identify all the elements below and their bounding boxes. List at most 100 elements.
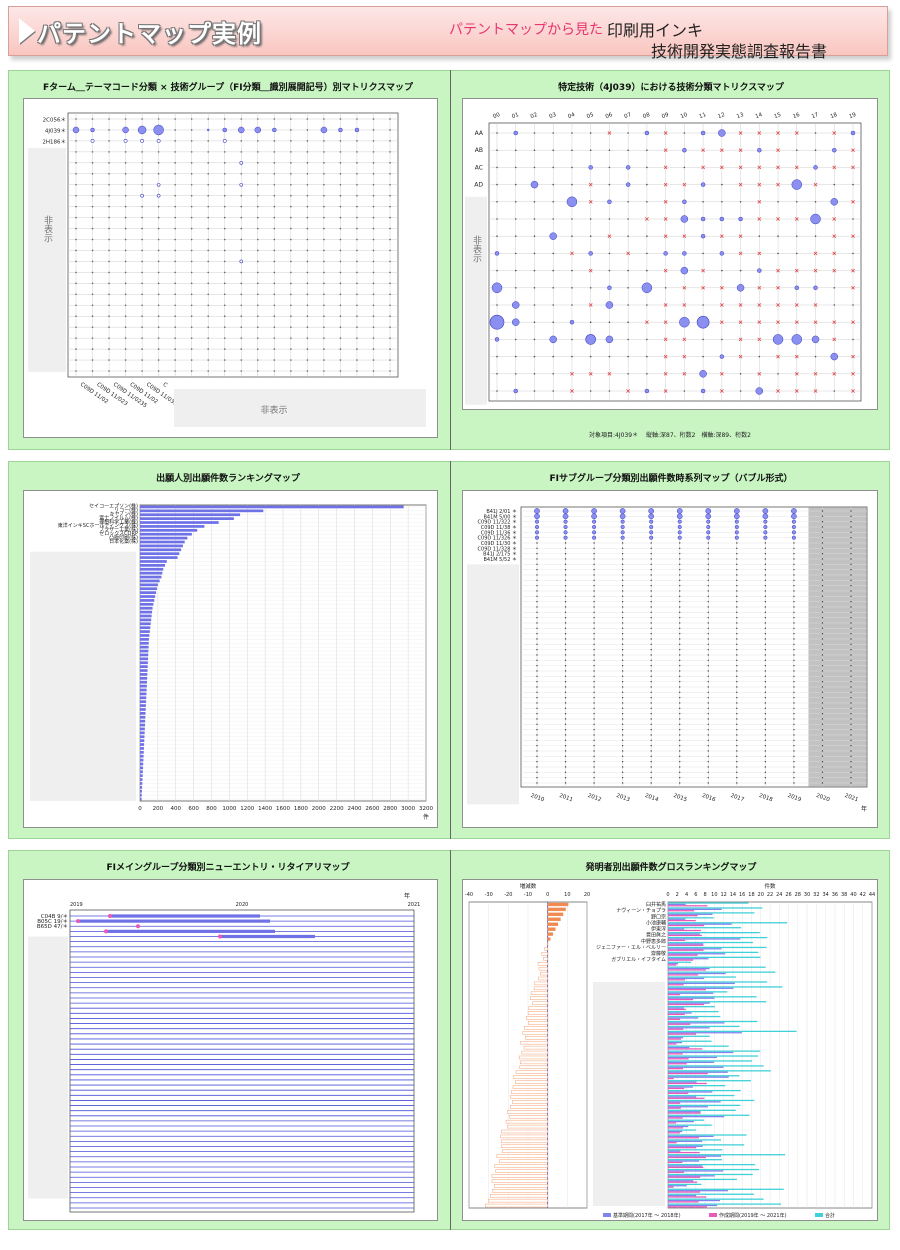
matrix-dot <box>814 132 817 134</box>
matrix-dot <box>589 287 592 289</box>
series-dot <box>593 670 595 672</box>
series-dot <box>764 718 767 720</box>
total-bar <box>668 1114 750 1116</box>
series-dot <box>850 664 852 667</box>
delta-bar <box>499 1159 548 1163</box>
series-dot <box>564 760 567 763</box>
series-dot <box>679 574 681 576</box>
hidden-area <box>28 147 66 372</box>
series-dot <box>821 664 824 667</box>
total-bar <box>668 1075 740 1077</box>
series-dot <box>793 718 795 720</box>
matrix-dot <box>356 348 358 350</box>
tick-label: 28 <box>795 892 801 898</box>
delta-bar <box>526 1016 548 1020</box>
series-dot <box>707 771 709 774</box>
recent-bar <box>668 1107 681 1109</box>
matrix-dot <box>141 216 143 219</box>
cross-mark <box>851 148 855 153</box>
matrix-dot <box>323 293 325 296</box>
series-dot <box>679 670 681 672</box>
series-dot <box>679 616 681 619</box>
total-bar <box>668 922 788 924</box>
total-bar <box>668 1168 760 1171</box>
series-dot <box>736 558 738 560</box>
matrix-dot <box>389 359 391 361</box>
year-label: 2011 <box>558 793 573 803</box>
matrix-dot <box>75 227 77 230</box>
series-dot <box>536 638 538 640</box>
matrix-dot <box>306 348 309 350</box>
matrix-dot <box>124 315 127 318</box>
series-dot <box>536 616 538 619</box>
matrix-dot <box>306 227 309 230</box>
base-bar <box>668 997 715 999</box>
matrix-dot <box>646 149 648 151</box>
matrix-dot <box>207 194 210 197</box>
series-dot <box>593 766 595 768</box>
bubble <box>763 519 768 524</box>
matrix-dot <box>339 271 342 274</box>
matrix-dot <box>739 390 742 392</box>
delta-bar <box>527 1011 548 1015</box>
matrix-dot <box>108 118 110 120</box>
series-dot <box>736 782 738 784</box>
inventor-name: 小池康輔 <box>646 919 666 926</box>
delta-bar <box>485 1203 548 1208</box>
series-dot <box>621 702 624 704</box>
bubble <box>563 524 568 530</box>
delta-bar <box>494 1184 548 1188</box>
series-dot <box>593 600 595 603</box>
series-dot <box>764 547 767 550</box>
series-dot <box>536 680 538 683</box>
total-bar <box>668 1193 754 1195</box>
matrix-dot <box>372 315 375 318</box>
cross-mark <box>701 285 705 290</box>
series-dot <box>650 675 652 678</box>
series-dot <box>850 712 852 715</box>
series-dot <box>650 595 652 598</box>
series-dot <box>679 696 681 699</box>
matrix-dot <box>141 183 143 186</box>
bubble <box>530 180 539 189</box>
series-dot <box>621 734 624 736</box>
matrix-dot <box>852 338 854 341</box>
bubble <box>791 524 796 530</box>
series-dot <box>764 579 767 582</box>
series-dot <box>679 728 681 731</box>
total-bar <box>668 902 749 904</box>
series-dot <box>621 776 624 779</box>
matrix-dot <box>306 260 309 263</box>
delta-bar <box>521 1050 548 1055</box>
total-bar <box>668 1119 705 1121</box>
matrix-dot <box>814 149 817 151</box>
matrix-dot <box>124 227 127 230</box>
total-bar <box>668 1159 723 1161</box>
delta-bar <box>501 1139 548 1144</box>
series-dot <box>793 776 795 779</box>
matrix-dot <box>240 282 243 285</box>
cross-mark <box>757 165 762 170</box>
series-dot <box>793 686 795 688</box>
total-bar <box>668 1015 721 1018</box>
matrix-dot <box>852 183 854 186</box>
matrix-dot <box>496 218 498 220</box>
series-dot <box>650 750 652 752</box>
matrix-dot <box>75 260 77 263</box>
series-dot <box>650 643 652 646</box>
series-dot <box>793 595 795 598</box>
series-dot <box>679 590 681 592</box>
series-dot <box>593 696 595 699</box>
cross-mark <box>776 148 780 153</box>
series-dot <box>821 654 824 656</box>
series-dot <box>536 542 538 544</box>
series-dot <box>736 622 738 624</box>
cross-mark <box>682 285 687 290</box>
matrix-dot <box>108 129 110 131</box>
matrix-dot <box>339 205 342 208</box>
ranking-bar <box>140 517 234 520</box>
series-dot <box>736 766 738 768</box>
bubble <box>591 508 597 514</box>
series-dot <box>764 750 767 752</box>
delta-bar <box>547 932 553 936</box>
